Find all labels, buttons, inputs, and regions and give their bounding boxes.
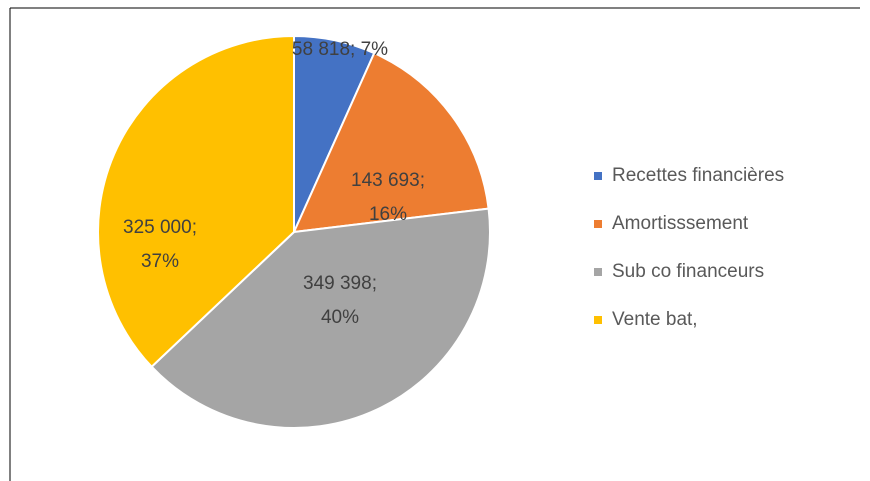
data-label: 16%	[369, 204, 407, 225]
legend-label: Sub co financeurs	[612, 261, 764, 282]
legend-label: Amortisssement	[612, 213, 749, 234]
data-label: 143 693;	[351, 170, 425, 191]
data-label: 40%	[321, 307, 359, 328]
pie-slice	[97, 34, 295, 369]
data-label: 349 398;	[303, 273, 377, 294]
pie-slice	[150, 207, 491, 429]
pie-slice	[292, 51, 490, 234]
legend-label: Vente bat,	[612, 309, 698, 330]
legend-swatch	[594, 316, 602, 324]
data-label: 37%	[141, 251, 179, 272]
data-label: 325 000;	[123, 217, 197, 238]
legend-swatch	[594, 268, 602, 276]
data-label: 58 818; 7%	[292, 39, 388, 60]
legend-swatch	[594, 220, 602, 228]
legend-swatch	[594, 172, 602, 180]
legend-label: Recettes financières	[612, 165, 784, 186]
